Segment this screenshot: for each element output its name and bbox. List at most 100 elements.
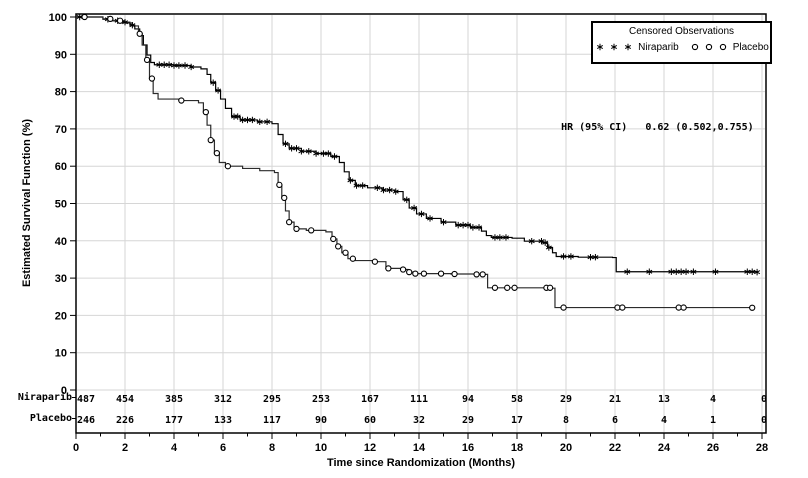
circle-censor-marker bbox=[81, 13, 88, 21]
asterisk-censor-marker bbox=[234, 113, 241, 120]
plot-frame bbox=[75, 13, 767, 434]
circle-censor-marker bbox=[276, 181, 283, 188]
x-tick-label: 26 bbox=[707, 442, 719, 454]
risk-count-niraparib: 454 bbox=[116, 394, 134, 405]
x-tick-label: 14 bbox=[413, 442, 426, 454]
hr-label: HR (95% CI) bbox=[561, 122, 628, 133]
circle-censor-marker bbox=[451, 270, 458, 278]
y-tick-label: 60 bbox=[55, 161, 67, 173]
asterisk-censor-marker bbox=[690, 268, 697, 275]
circle-censor-marker bbox=[342, 249, 349, 256]
asterisk-censor-marker bbox=[298, 148, 305, 155]
asterisk-censor-marker bbox=[460, 221, 467, 229]
circle-censor-marker bbox=[136, 30, 143, 37]
asterisk-censor-marker bbox=[215, 87, 222, 94]
circle-censor-marker bbox=[308, 227, 315, 234]
asterisk-censor-marker bbox=[129, 22, 136, 29]
circle-censor-marker bbox=[385, 265, 392, 272]
circle-censor-marker bbox=[749, 304, 756, 311]
circle-censor-marker bbox=[207, 136, 214, 144]
hr-value: 0.62 (0.502,0.755) bbox=[645, 122, 754, 133]
risk-count-niraparib: 0 bbox=[761, 394, 767, 405]
asterisk-censor-marker bbox=[239, 116, 246, 124]
asterisk-censor-marker bbox=[392, 188, 399, 195]
legend-entry-label: Placebo bbox=[732, 41, 769, 53]
risk-count-placebo: 177 bbox=[165, 415, 183, 426]
asterisk-censor-marker bbox=[749, 268, 756, 275]
asterisk-censor-marker bbox=[293, 145, 300, 152]
risk-count-niraparib: 21 bbox=[609, 394, 621, 405]
risk-count-placebo: 246 bbox=[77, 415, 95, 426]
asterisk-censor-marker bbox=[673, 268, 680, 275]
x-tick-label: 18 bbox=[511, 442, 523, 454]
risk-count-placebo: 133 bbox=[214, 415, 232, 426]
x-tick-label: 28 bbox=[756, 442, 768, 454]
asterisk-censor-marker bbox=[440, 218, 447, 226]
asterisk-censor-marker bbox=[754, 268, 761, 276]
asterisk-censor-marker bbox=[374, 184, 381, 192]
x-tick-label: 22 bbox=[609, 442, 621, 454]
asterisk-censor-marker bbox=[502, 234, 509, 241]
hazard-ratio-annotation: HR (95% CI) 0.62 (0.502,0.755) bbox=[537, 111, 754, 144]
circle-censor-marker bbox=[349, 255, 356, 262]
x-axis-title: Time since Randomization (Months) bbox=[327, 457, 515, 469]
risk-count-niraparib: 94 bbox=[462, 394, 474, 405]
circle-censor-marker bbox=[560, 304, 567, 311]
legend-entry-placebo: Placebo bbox=[689, 41, 769, 53]
circle-censor-marker bbox=[719, 43, 726, 51]
asterisk-censor-marker bbox=[476, 224, 483, 231]
asterisk-censor-marker bbox=[678, 268, 685, 275]
asterisk-censor-marker bbox=[411, 204, 418, 212]
risk-count-placebo: 17 bbox=[511, 415, 523, 426]
y-tick-label: 100 bbox=[49, 12, 67, 24]
risk-count-placebo: 117 bbox=[263, 415, 281, 426]
circle-censor-marker bbox=[107, 15, 114, 23]
asterisk-censor-marker bbox=[347, 177, 354, 184]
asterisk-censor-marker bbox=[538, 237, 545, 245]
circle-censor-marker bbox=[202, 108, 209, 116]
risk-count-niraparib: 167 bbox=[361, 394, 379, 405]
asterisk-censor-marker bbox=[418, 210, 425, 218]
circle-censor-marker bbox=[406, 268, 413, 276]
risk-count-niraparib: 385 bbox=[165, 394, 183, 405]
number-at-risk-values: 487 454 385 312 295 253 167 111 94 58 29 21 13 4 0 246 2… bbox=[77, 394, 767, 426]
asterisk-censor-marker bbox=[210, 79, 217, 86]
asterisk-censor-marker bbox=[542, 239, 549, 246]
risk-count-niraparib: 13 bbox=[658, 394, 670, 405]
y-tick-label: 50 bbox=[55, 199, 67, 211]
risk-count-placebo: 6 bbox=[612, 415, 618, 426]
risk-count-placebo: 1 bbox=[710, 415, 716, 426]
asterisk-censor-marker bbox=[712, 268, 719, 275]
risk-count-niraparib: 295 bbox=[263, 394, 281, 405]
asterisk-censor-marker bbox=[464, 221, 472, 229]
risk-count-placebo: 60 bbox=[364, 415, 376, 426]
asterisk-censor-marker bbox=[331, 153, 338, 160]
asterisk-censor-marker bbox=[188, 63, 195, 71]
circle-censor-marker bbox=[143, 56, 151, 64]
asterisk-censor-marker bbox=[170, 62, 178, 69]
circle-censor-marker bbox=[511, 284, 518, 291]
legend-entry-niraparib: Niraparib bbox=[594, 41, 679, 53]
y-tick-label: 80 bbox=[55, 87, 67, 99]
legend-entries: Niraparib Placebo bbox=[593, 41, 770, 53]
circle-censor-marker bbox=[148, 75, 156, 82]
asterisk-censor-marker bbox=[249, 116, 256, 124]
plot-border bbox=[75, 13, 767, 434]
x-tick-label: 12 bbox=[364, 442, 376, 454]
asterisk-censor-marker bbox=[359, 182, 366, 189]
asterisk-censor-marker bbox=[592, 254, 599, 261]
x-tick-label: 10 bbox=[315, 442, 327, 454]
asterisk-censor-marker bbox=[166, 61, 173, 68]
x-tick-label: 0 bbox=[73, 442, 79, 454]
circle-censor-marker bbox=[285, 218, 293, 226]
asterisk-censor-marker bbox=[403, 196, 410, 203]
x-tick-label: 20 bbox=[560, 442, 572, 454]
circle-censor-marker bbox=[473, 271, 480, 278]
legend-entry-label: Niraparib bbox=[638, 41, 679, 53]
censored-observations-legend: Censored Observations Niraparib Placebo bbox=[591, 21, 772, 64]
x-tick-label: 4 bbox=[171, 442, 178, 454]
circle-censor-marker bbox=[691, 43, 698, 51]
